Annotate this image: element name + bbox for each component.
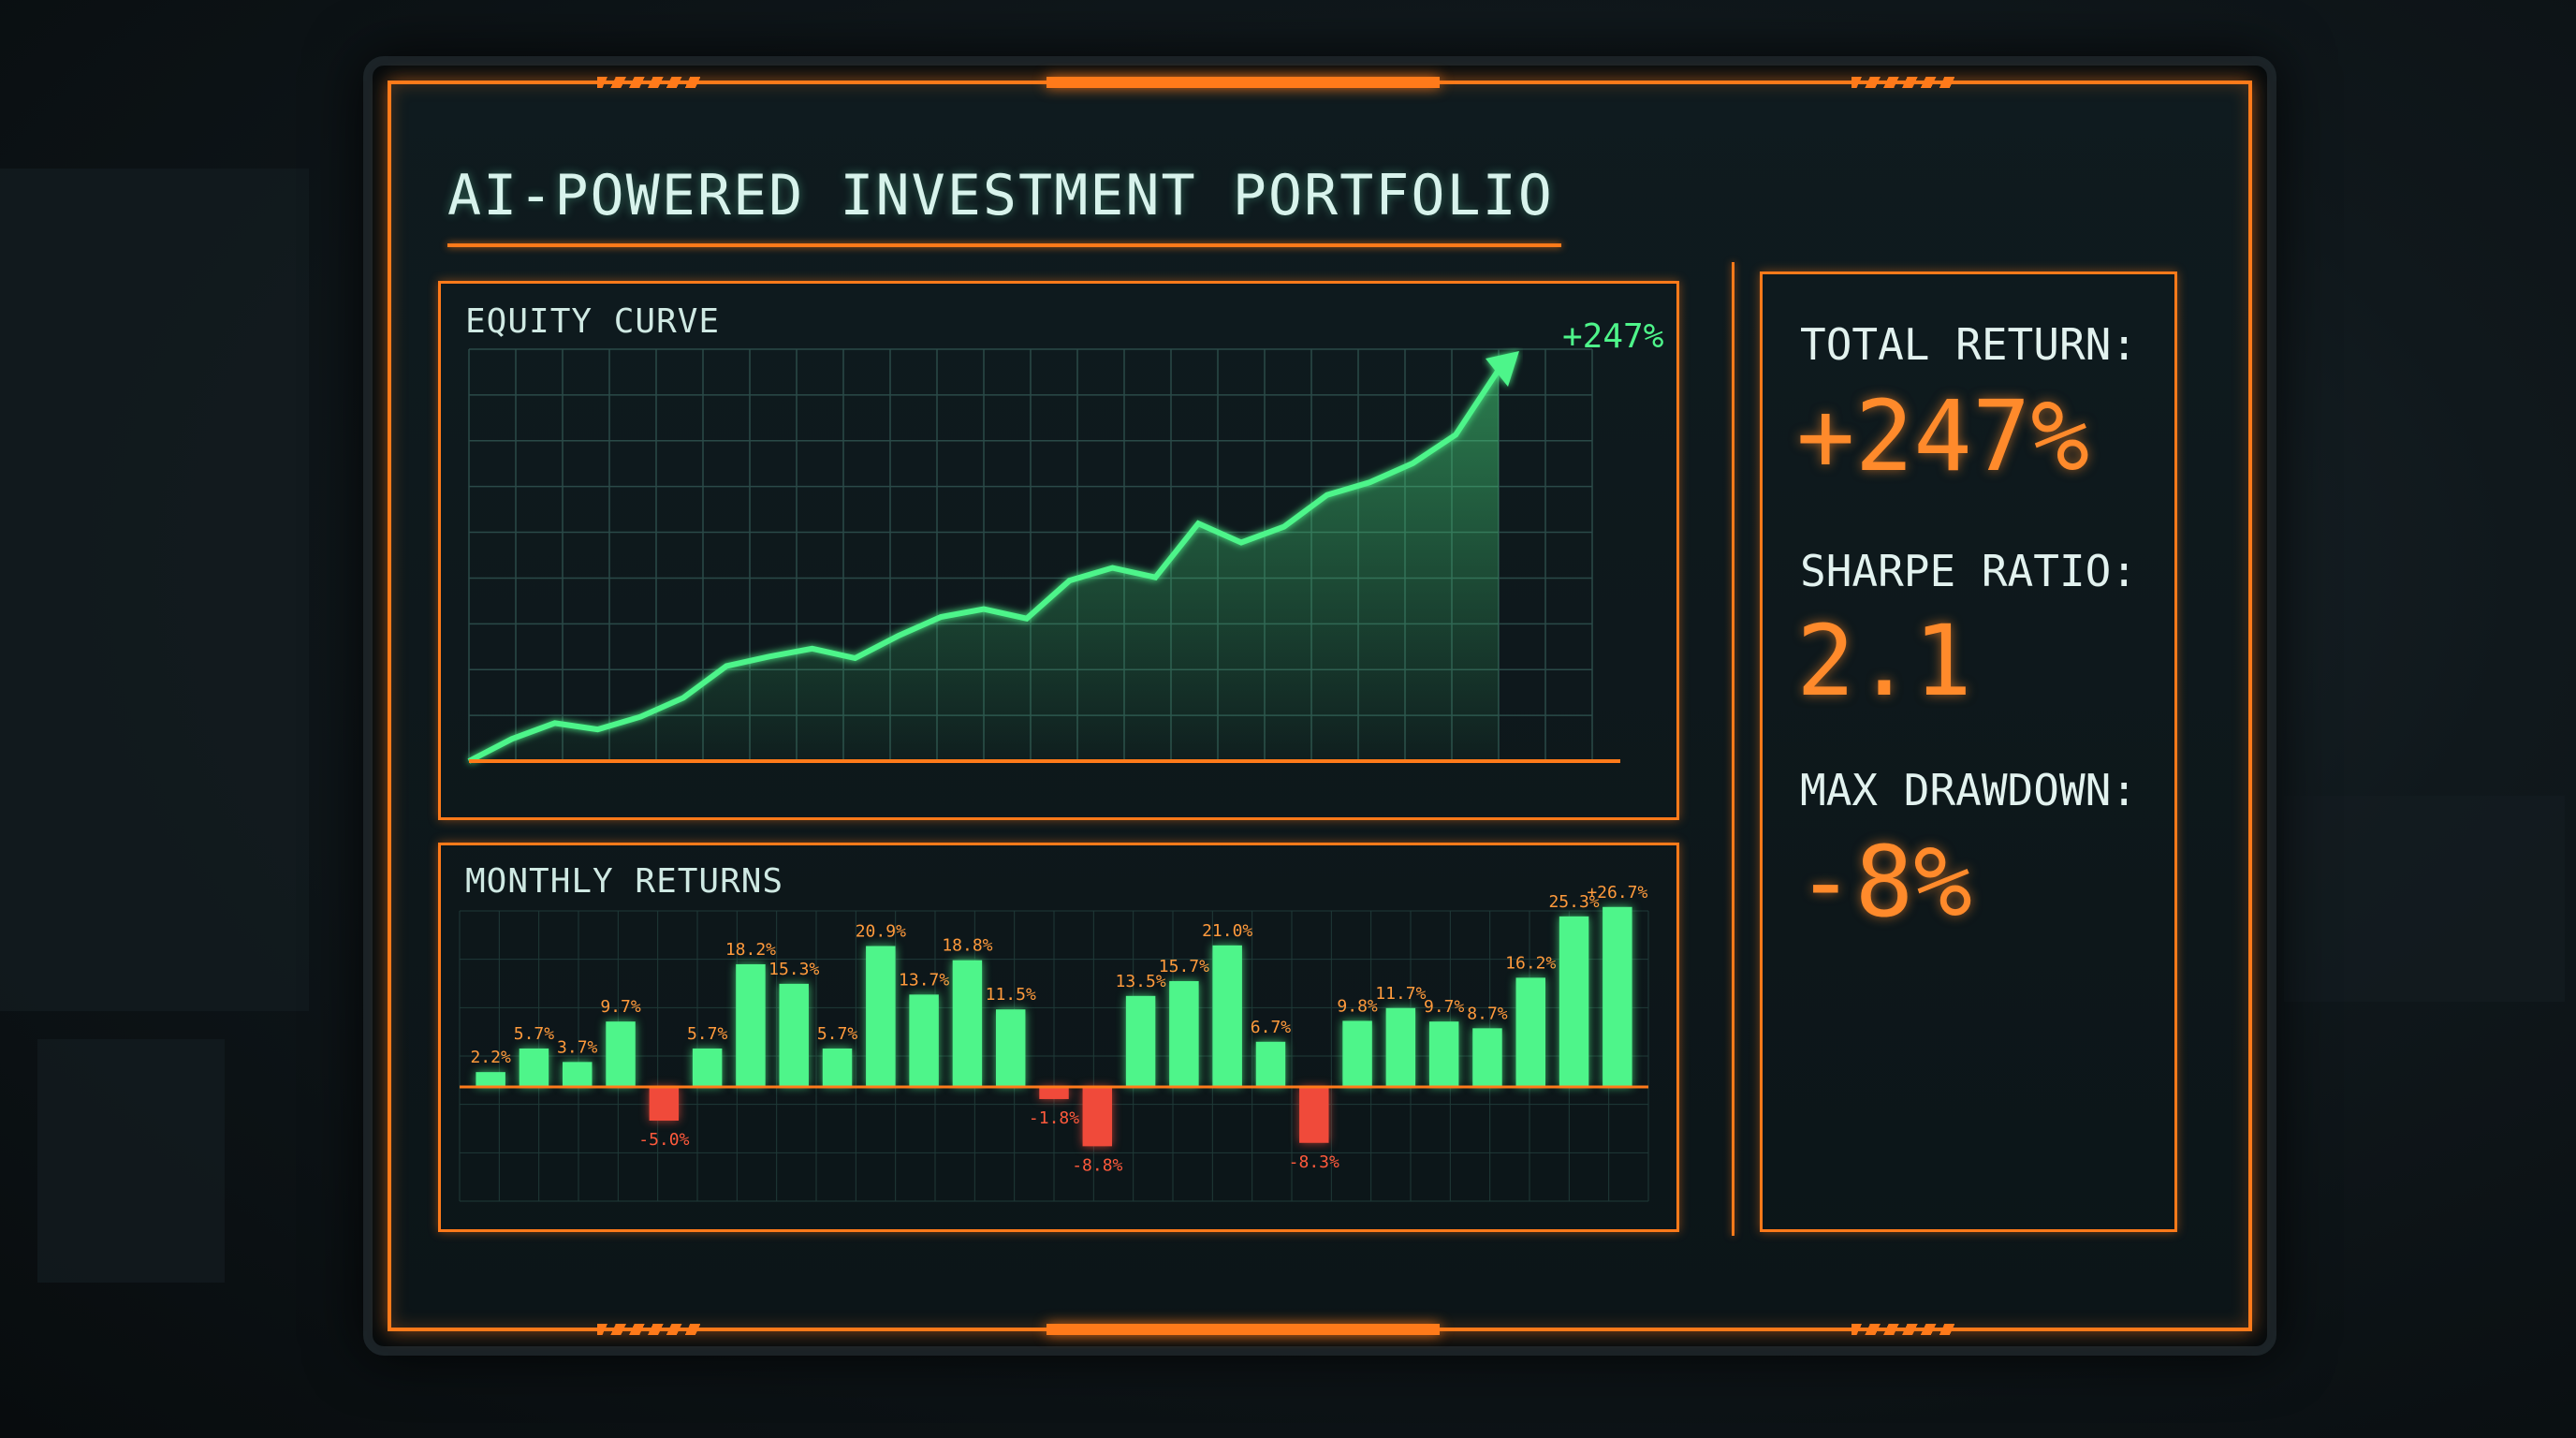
dashboard-title: AI-POWERED INVESTMENT PORTFOLIO <box>447 163 1554 228</box>
return-data-label: -5.0% <box>638 1130 689 1150</box>
return-data-label: 9.7% <box>1424 997 1465 1017</box>
return-bar <box>1428 1021 1459 1087</box>
equity-arrow-head <box>1486 351 1519 387</box>
equity-area-fill <box>469 370 1499 761</box>
title-underline <box>447 243 1561 247</box>
return-bar <box>909 994 939 1087</box>
return-bar <box>736 963 766 1087</box>
monthly-returns-chart: 2.2%5.7%3.7%9.7%-5.0%5.7%18.2%15.3%5.7%2… <box>459 883 1649 1202</box>
return-bar <box>779 983 809 1087</box>
sharpe-ratio-label: SHARPE RATIO: <box>1800 546 2138 596</box>
display-monitor: AI-POWERED INVESTMENT PORTFOLIO EQUITY C… <box>363 56 2276 1356</box>
monthly-returns-panel: MONTHLY RETURNS 2.2% 5.7% 3.7% 9.7% -5.0% 5.7… <box>438 843 1679 1232</box>
return-data-label: -1.8% <box>1029 1108 1079 1128</box>
return-data-label: 15.3% <box>768 960 819 979</box>
panel-divider <box>1732 262 1734 1236</box>
return-bar <box>1515 977 1545 1087</box>
return-data-label: 5.7% <box>817 1024 858 1044</box>
equity-curve-panel: EQUITY CURVE +247% <box>438 281 1679 820</box>
return-bar <box>606 1021 636 1087</box>
return-bar <box>1603 906 1632 1087</box>
sharpe-ratio-value: 2.1 <box>1796 604 1972 718</box>
background-monitor-right <box>2284 796 2565 1002</box>
dashboard-screen: AI-POWERED INVESTMENT PORTFOLIO EQUITY C… <box>388 77 2252 1335</box>
return-data-label: 13.5% <box>1115 972 1165 991</box>
top-hatch-left <box>597 77 700 88</box>
return-data-label: 11.7% <box>1375 984 1426 1004</box>
return-bar <box>952 960 983 1087</box>
return-bar <box>476 1072 505 1087</box>
equity-curve-title: EQUITY CURVE <box>465 302 721 341</box>
return-data-label: 11.5% <box>986 985 1036 1005</box>
top-accent-bar <box>1046 77 1440 88</box>
return-bar <box>822 1048 853 1087</box>
max-drawdown-value: -8% <box>1796 825 1972 939</box>
return-bar <box>1039 1087 1069 1099</box>
return-bar <box>1212 945 1242 1087</box>
return-bar <box>995 1009 1026 1087</box>
return-data-label: 3.7% <box>557 1037 598 1057</box>
return-data-label: 5.7% <box>687 1024 728 1044</box>
bottom-accent-bar <box>1046 1324 1440 1335</box>
metrics-panel: TOTAL RETURN: +247% SHARPE RATIO: 2.1 MA… <box>1760 271 2177 1232</box>
return-data-label: 5.7% <box>514 1024 555 1044</box>
return-data-label: 20.9% <box>856 922 906 942</box>
return-bar <box>1559 916 1589 1087</box>
bottom-hatch-left <box>597 1324 700 1335</box>
background-cabinet <box>37 1039 225 1283</box>
return-data-label: -8.8% <box>1072 1155 1122 1175</box>
return-data-label: 15.7% <box>1159 957 1209 976</box>
return-data-label: 16.2% <box>1505 953 1556 973</box>
return-data-label: 2.2% <box>470 1048 511 1067</box>
equity-curve-chart: +247% <box>467 317 1664 764</box>
equity-line <box>467 368 1501 764</box>
return-data-label: 25.3% <box>1548 892 1599 912</box>
background-wall-left <box>0 169 309 1011</box>
return-bar <box>649 1087 680 1121</box>
return-bar <box>1125 995 1156 1087</box>
return-bar <box>1082 1087 1113 1147</box>
return-data-label: 9.8% <box>1337 996 1378 1016</box>
return-bar <box>1342 1020 1372 1087</box>
return-bar <box>692 1048 723 1087</box>
return-data-label: 18.2% <box>725 940 776 960</box>
return-bar <box>1169 980 1199 1087</box>
return-data-label: 8.7% <box>1467 1004 1508 1023</box>
return-bar <box>1299 1087 1329 1143</box>
return-data-label: 9.7% <box>600 997 641 1017</box>
equity-end-label: +247% <box>1562 317 1664 356</box>
return-data-label: 21.0% <box>1202 921 1252 941</box>
return-data-label: 6.7% <box>1251 1018 1292 1037</box>
monthly-returns-title: MONTHLY RETURNS <box>465 862 784 901</box>
return-bar <box>1255 1041 1286 1087</box>
return-data-label: 13.7% <box>899 970 949 990</box>
return-bar <box>866 946 896 1087</box>
return-bar <box>1472 1028 1502 1087</box>
return-data-label: -8.3% <box>1289 1152 1339 1172</box>
return-bar <box>563 1062 593 1087</box>
bottom-hatch-right <box>1852 1324 1954 1335</box>
return-data-label: 18.8% <box>942 936 992 956</box>
total-return-label: TOTAL RETURN: <box>1800 319 2138 370</box>
max-drawdown-label: MAX DRAWDOWN: <box>1800 765 2138 815</box>
top-hatch-right <box>1852 77 1954 88</box>
return-data-label: +26.7% <box>1587 883 1647 902</box>
return-bar <box>1385 1007 1416 1087</box>
total-return-value: +247% <box>1796 379 2090 493</box>
return-bar <box>519 1048 549 1087</box>
